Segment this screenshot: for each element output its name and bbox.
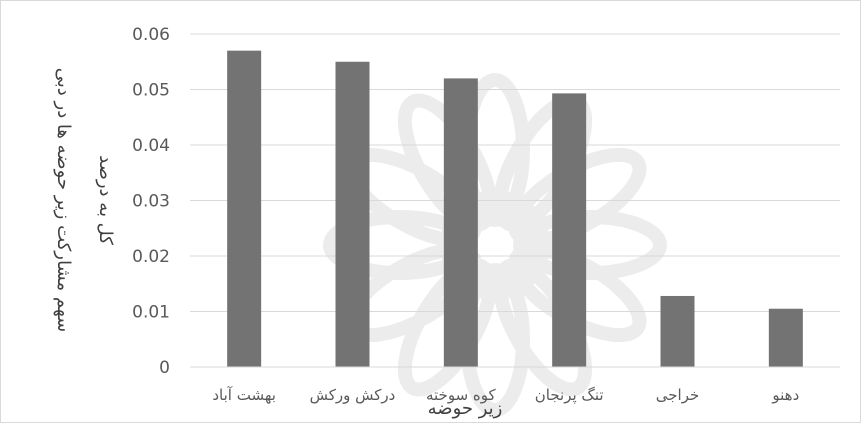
y-tick-label: 0.02 <box>132 247 170 267</box>
bar <box>227 50 262 368</box>
x-tick-label: خراجی <box>656 386 700 404</box>
x-axis-categories: بهشت آباد درکش ورکش کوه سوخته تنگ پرنجان خرا… <box>212 386 799 405</box>
x-tick-label: بهشت آباد <box>212 386 276 404</box>
y-axis-title: سهم مشارکت زیر حوضه ها در دبی کل به درصد <box>53 68 116 333</box>
bar <box>335 61 370 367</box>
y-tick-label: 0.05 <box>132 81 170 101</box>
bar <box>443 78 478 368</box>
y-tick-label: 0 <box>159 358 170 378</box>
gridlines <box>190 33 840 312</box>
x-tick-label: دهنو <box>771 386 799 404</box>
y-tick-label: 0.04 <box>132 136 170 156</box>
bar <box>552 93 587 367</box>
x-tick-label: درکش ورکش <box>310 386 396 404</box>
y-axis-title-line: سهم مشارکت زیر حوضه ها در دبی <box>53 68 74 333</box>
x-tick-label: تنگ پرنجان <box>535 386 604 405</box>
y-tick-label: 0.01 <box>132 303 170 323</box>
y-axis-title-line: کل به درصد <box>95 155 116 245</box>
bar <box>768 308 803 367</box>
y-axis-ticks: 0 0.01 0.02 0.03 0.04 0.05 0.06 <box>132 25 170 378</box>
watermark-logo <box>323 73 667 417</box>
y-tick-label: 0.03 <box>132 192 170 212</box>
bars <box>227 50 803 368</box>
y-tick-label: 0.06 <box>132 25 170 45</box>
x-tick-label: کوه سوخته <box>426 386 497 404</box>
bar <box>660 295 695 367</box>
x-axis-title: زیر حوضه <box>428 398 503 419</box>
